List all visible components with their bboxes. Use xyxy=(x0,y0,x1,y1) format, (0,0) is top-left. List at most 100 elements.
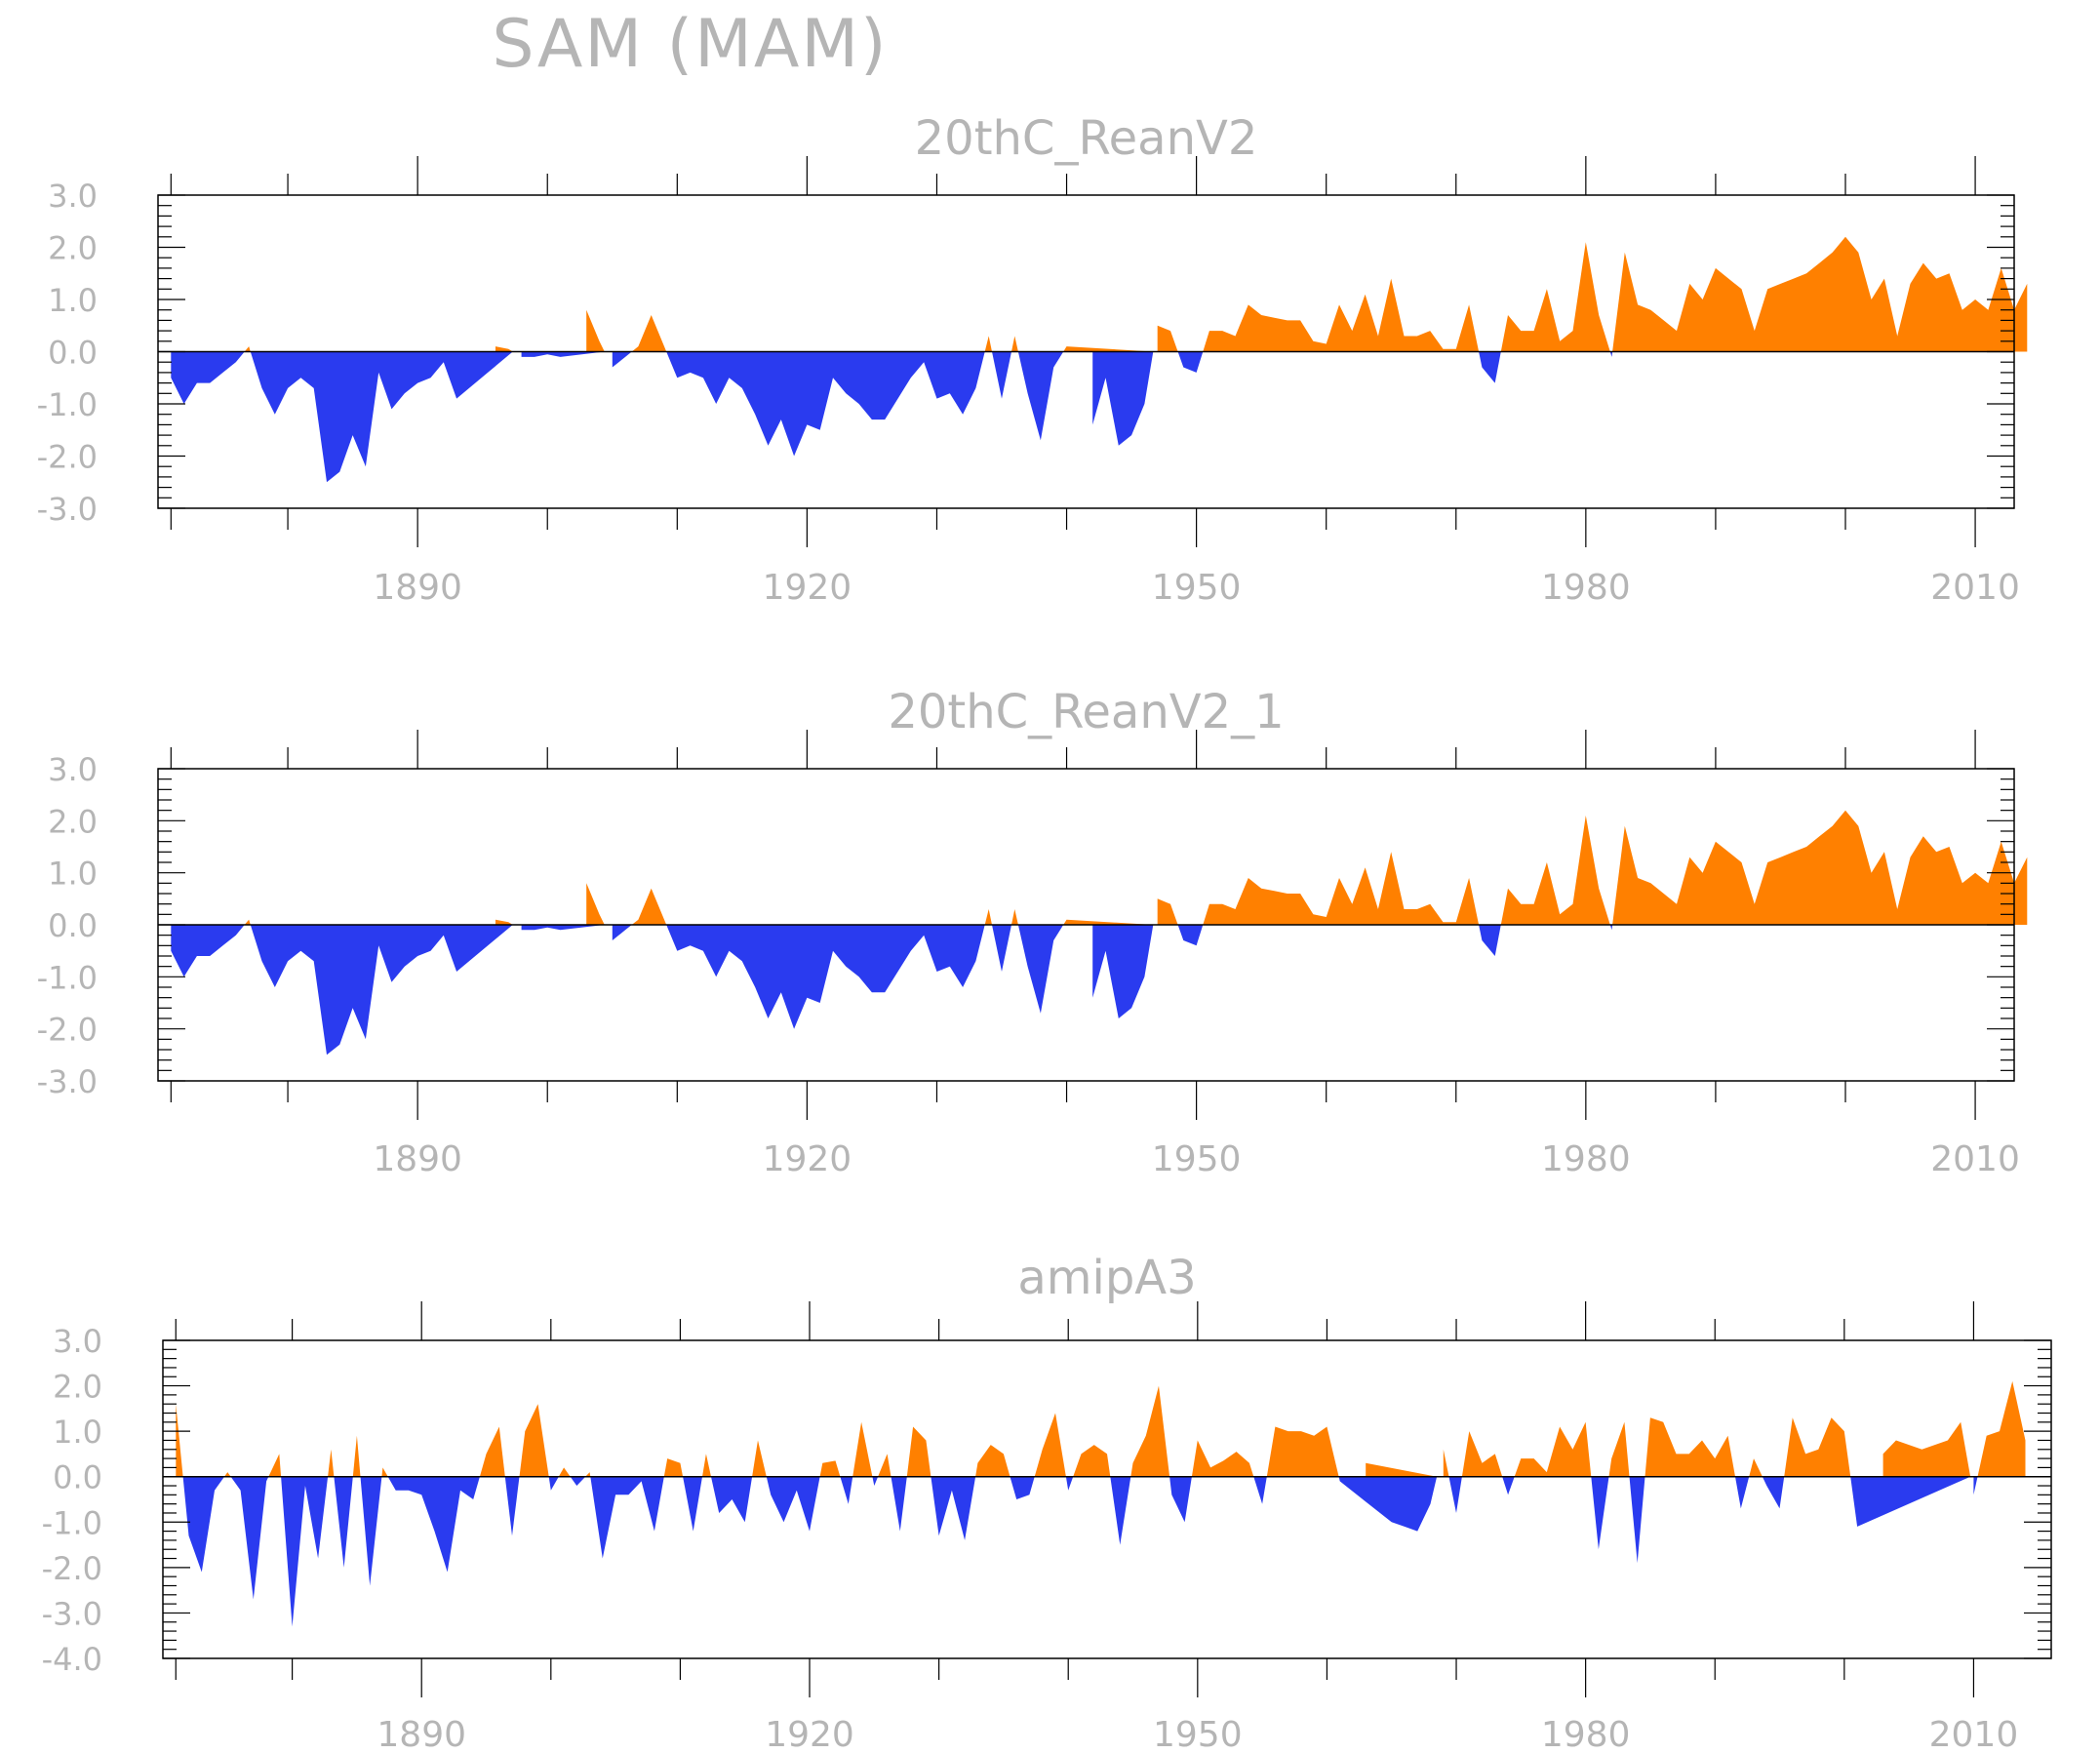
negative-area xyxy=(891,1476,907,1532)
negative-area xyxy=(1169,1476,1192,1523)
negative-area xyxy=(521,351,605,357)
negative-area xyxy=(1609,925,1613,931)
panel-title: 20thC_ReanV2 xyxy=(915,111,1258,166)
y-tick-label: 3.0 xyxy=(53,1323,102,1360)
negative-area xyxy=(1850,1476,1971,1527)
negative-area xyxy=(387,1476,480,1573)
positive-area xyxy=(819,1460,841,1477)
negative-area xyxy=(612,925,632,940)
negative-area xyxy=(171,925,245,977)
positive-area xyxy=(381,1467,388,1477)
positive-area xyxy=(1784,1417,1851,1477)
y-tick-label: 1.0 xyxy=(53,1414,102,1451)
positive-area xyxy=(244,346,251,352)
negative-area xyxy=(360,1476,382,1586)
positive-area xyxy=(1608,1421,1630,1477)
x-tick-label: 2010 xyxy=(1930,568,2020,608)
negative-area xyxy=(1010,1476,1035,1499)
negative-area xyxy=(250,351,513,483)
negative-area xyxy=(334,1476,353,1568)
positive-area xyxy=(878,1454,892,1477)
positive-area xyxy=(1977,1380,2026,1477)
y-tick-label: 0.0 xyxy=(48,907,98,944)
positive-area xyxy=(1500,816,1610,925)
panel-title: 20thC_ReanV2_1 xyxy=(888,685,1284,739)
positive-area xyxy=(1443,1449,1449,1477)
positive-area xyxy=(631,888,667,925)
positive-area xyxy=(479,1426,505,1477)
negative-area xyxy=(872,1476,879,1486)
positive-area xyxy=(702,1454,711,1477)
y-tick-label: 2.0 xyxy=(53,1369,102,1406)
x-tick-label: 1950 xyxy=(1152,568,1242,608)
positive-area xyxy=(1130,1385,1170,1477)
y-tick-label: -1.0 xyxy=(37,959,98,996)
negative-area xyxy=(1092,925,1154,1018)
chart-panel: 20thC_ReanV2_1 3.0 2.0 1.0 0.0 -1.0 -2.0 -3.0 18… xyxy=(37,685,2028,1179)
positive-area xyxy=(631,315,667,352)
panel-title: amipA3 xyxy=(1017,1251,1196,1305)
positive-area xyxy=(224,1472,231,1477)
y-tick-label: 3.0 xyxy=(48,178,98,215)
negative-area xyxy=(1338,1476,1438,1532)
positive-area xyxy=(1203,852,1480,925)
positive-area xyxy=(586,883,605,925)
negative-area xyxy=(766,1476,820,1532)
negative-area xyxy=(182,1476,224,1573)
negative-area xyxy=(570,1476,586,1486)
figure-title: SAM (MAM) xyxy=(492,6,889,83)
y-tick-label: 0.0 xyxy=(53,1459,102,1496)
negative-area xyxy=(1629,1476,1645,1564)
negative-area xyxy=(666,925,985,1029)
negative-area xyxy=(1609,351,1613,357)
x-tick-label: 1980 xyxy=(1541,1139,1631,1179)
positive-area xyxy=(519,1404,549,1477)
positive-area xyxy=(1191,1440,1254,1477)
negative-area xyxy=(1017,351,1064,441)
negative-area xyxy=(171,351,245,404)
positive-area xyxy=(495,919,513,925)
positive-area xyxy=(585,1472,591,1477)
positive-area xyxy=(1011,336,1018,352)
positive-area xyxy=(1366,1462,1438,1477)
positive-area xyxy=(1157,898,1178,925)
negative-area xyxy=(590,1476,664,1559)
positive-area xyxy=(984,909,992,925)
positive-area xyxy=(1203,278,1480,352)
positive-area xyxy=(752,1440,767,1477)
negative-area xyxy=(1110,1476,1131,1545)
y-tick-label: -1.0 xyxy=(42,1504,102,1541)
negative-area xyxy=(1762,1476,1785,1509)
y-tick-label: 0.0 xyxy=(48,335,98,372)
negative-area xyxy=(992,351,1011,399)
positive-area xyxy=(906,1426,931,1477)
positive-area xyxy=(1157,325,1178,352)
positive-area xyxy=(1612,236,2028,352)
x-tick-label: 2010 xyxy=(1929,1715,2019,1754)
positive-area xyxy=(1063,919,1154,925)
x-tick-label: 1950 xyxy=(1152,1139,1242,1179)
y-tick-label: 2.0 xyxy=(48,230,98,267)
positive-area xyxy=(558,1467,571,1477)
negative-area xyxy=(250,925,513,1056)
y-tick-label: -2.0 xyxy=(37,1012,98,1049)
x-tick-label: 1890 xyxy=(376,1715,466,1754)
positive-area xyxy=(1073,1445,1111,1477)
positive-area xyxy=(1882,1421,1971,1477)
x-tick-label: 1890 xyxy=(373,1139,462,1179)
negative-area xyxy=(1448,1476,1462,1513)
y-tick-label: -2.0 xyxy=(37,439,98,476)
x-tick-label: 1890 xyxy=(373,568,462,608)
negative-area xyxy=(281,1476,329,1627)
positive-area xyxy=(1500,242,1610,352)
y-tick-label: -2.0 xyxy=(42,1550,102,1587)
negative-area xyxy=(1591,1476,1609,1550)
positive-area xyxy=(244,919,251,925)
negative-area xyxy=(230,1476,269,1600)
plot-frame xyxy=(162,1339,2052,1659)
y-tick-label: 3.0 xyxy=(48,751,98,788)
x-tick-label: 1950 xyxy=(1153,1715,1243,1754)
x-tick-label: 1980 xyxy=(1541,1715,1631,1754)
negative-area xyxy=(521,925,605,931)
positive-area xyxy=(975,1445,1010,1477)
